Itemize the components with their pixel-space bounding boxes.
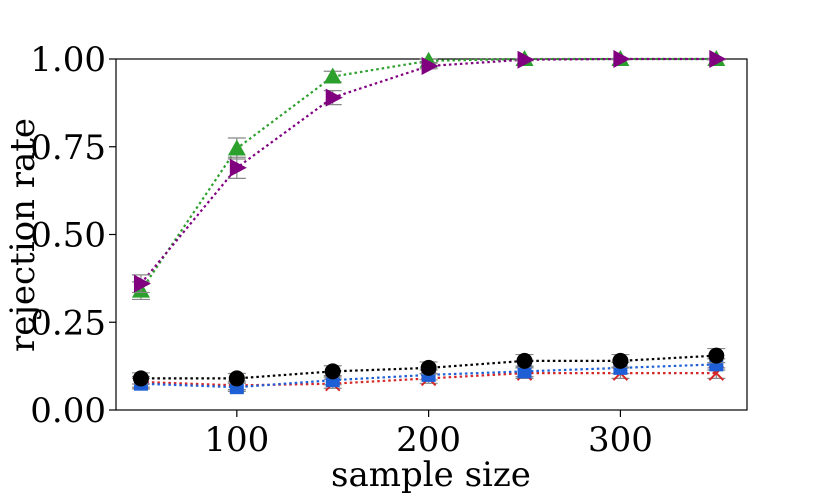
y-tick-label: 0.25 <box>30 303 106 343</box>
series-green-triangle-up <box>131 50 726 301</box>
data-point <box>421 57 439 76</box>
data-point <box>612 352 629 369</box>
series-line <box>139 57 717 292</box>
data-point <box>228 370 245 387</box>
series-line <box>140 57 717 285</box>
data-point <box>324 363 341 380</box>
data-point <box>517 50 535 69</box>
y-tick-label: 1.00 <box>30 40 106 80</box>
series-black-circle <box>131 347 726 387</box>
data-point <box>325 88 343 107</box>
data-point <box>516 352 533 369</box>
data-point <box>709 50 727 68</box>
series-purple-triangle-right <box>131 50 727 294</box>
data-point <box>420 359 437 376</box>
y-tick-label: 0.50 <box>30 216 106 256</box>
ticks-layer: 100 200 300 0.00 0.25 0.50 0.75 1.00 <box>30 40 653 460</box>
x-tick-label: 100 <box>204 420 269 460</box>
data-point <box>227 139 246 156</box>
series-layer <box>131 50 727 395</box>
data-point <box>613 50 631 68</box>
y-tick-label: 0.75 <box>30 128 106 168</box>
data-point <box>229 158 247 177</box>
x-axis-label: sample size <box>331 455 531 495</box>
plot-frame <box>115 58 748 411</box>
y-tick-label: 0.00 <box>30 391 106 431</box>
x-tick-label: 200 <box>396 420 461 460</box>
data-point <box>323 67 342 84</box>
data-point <box>708 347 725 364</box>
data-point <box>132 370 149 387</box>
data-point <box>133 274 151 293</box>
y-axis-label: rejection rate <box>3 118 43 352</box>
x-tick-label: 300 <box>588 420 653 460</box>
